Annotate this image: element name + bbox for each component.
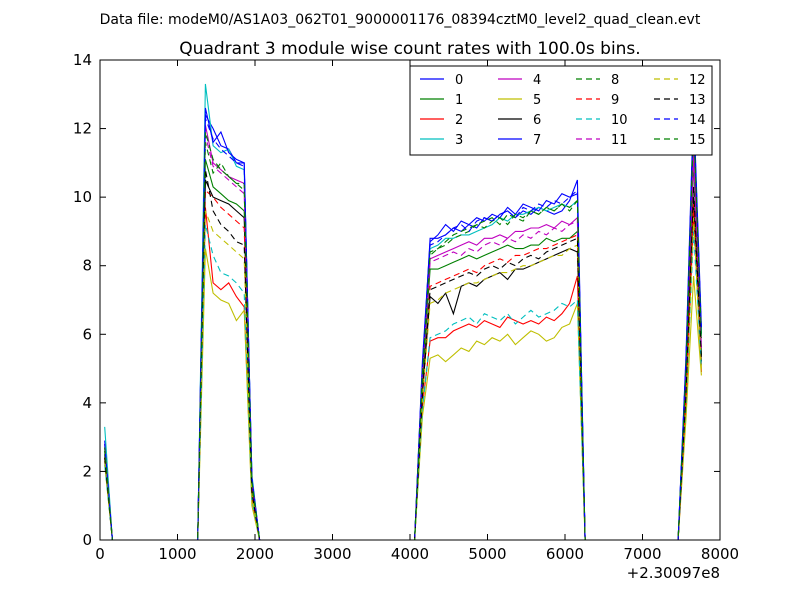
series-4-line (104, 124, 702, 540)
y-tick-label: 8 (82, 257, 92, 275)
legend-label-4: 4 (533, 73, 541, 88)
series-12-line (104, 210, 702, 540)
legend-label-6: 6 (533, 113, 541, 128)
x-tick-label: 4000 (391, 545, 429, 563)
x-tick-label: 2000 (236, 545, 274, 563)
series-5-line (104, 248, 702, 540)
series-15-line (104, 121, 702, 540)
legend-label-9: 9 (611, 93, 619, 108)
series-7-line (104, 104, 702, 540)
legend-label-5: 5 (533, 93, 541, 108)
legend-label-14: 14 (689, 113, 706, 128)
legend-label-11: 11 (611, 133, 628, 148)
axes: 0 1000 2000 3000 4000 5000 6000 7000 80000246810… (73, 51, 739, 563)
legend-label-10: 10 (611, 113, 628, 128)
legend-label-15: 15 (689, 133, 706, 148)
y-tick-label: 14 (73, 51, 92, 69)
series-0-line (104, 112, 702, 540)
series-10-line (104, 224, 702, 540)
y-tick-label: 10 (73, 188, 92, 206)
x-tick-label: 7000 (623, 545, 661, 563)
plot-area (104, 83, 702, 540)
legend-label-13: 13 (689, 93, 706, 108)
y-tick-label: 0 (82, 531, 92, 549)
datafile-label: Data file: modeM0/AS1A03_062T01_90000011… (100, 12, 701, 28)
legend-label-2: 2 (455, 113, 463, 128)
x-tick-label: 8000 (701, 545, 739, 563)
chart-title: Quadrant 3 module wise count rates with … (179, 39, 640, 59)
legend-box (409, 65, 713, 156)
series-8-line (104, 125, 702, 540)
series-6-line (104, 179, 702, 540)
series-2-line (104, 207, 702, 540)
x-offset-label: +2.30097e8 (627, 564, 720, 582)
legend-label-0: 0 (455, 73, 463, 88)
series-9-line (104, 189, 702, 540)
series-14-line (104, 111, 702, 540)
y-tick-label: 12 (73, 120, 92, 138)
y-tick-label: 6 (82, 325, 92, 343)
x-tick-label: 3000 (313, 545, 351, 563)
x-tick-label: 5000 (468, 545, 506, 563)
y-tick-label: 4 (82, 394, 92, 412)
x-tick-label: 6000 (546, 545, 584, 563)
legend-label-1: 1 (455, 93, 463, 108)
series-13-line (104, 169, 702, 540)
legend-label-12: 12 (689, 73, 706, 88)
y-tick-label: 2 (82, 462, 92, 480)
x-tick-label: 0 (95, 545, 105, 563)
series-1-line (104, 159, 702, 540)
legend-label-8: 8 (611, 73, 619, 88)
legend-label-3: 3 (455, 133, 463, 148)
legend-label-7: 7 (533, 133, 541, 148)
x-tick-label: 1000 (158, 545, 196, 563)
series-11-line (104, 135, 702, 540)
